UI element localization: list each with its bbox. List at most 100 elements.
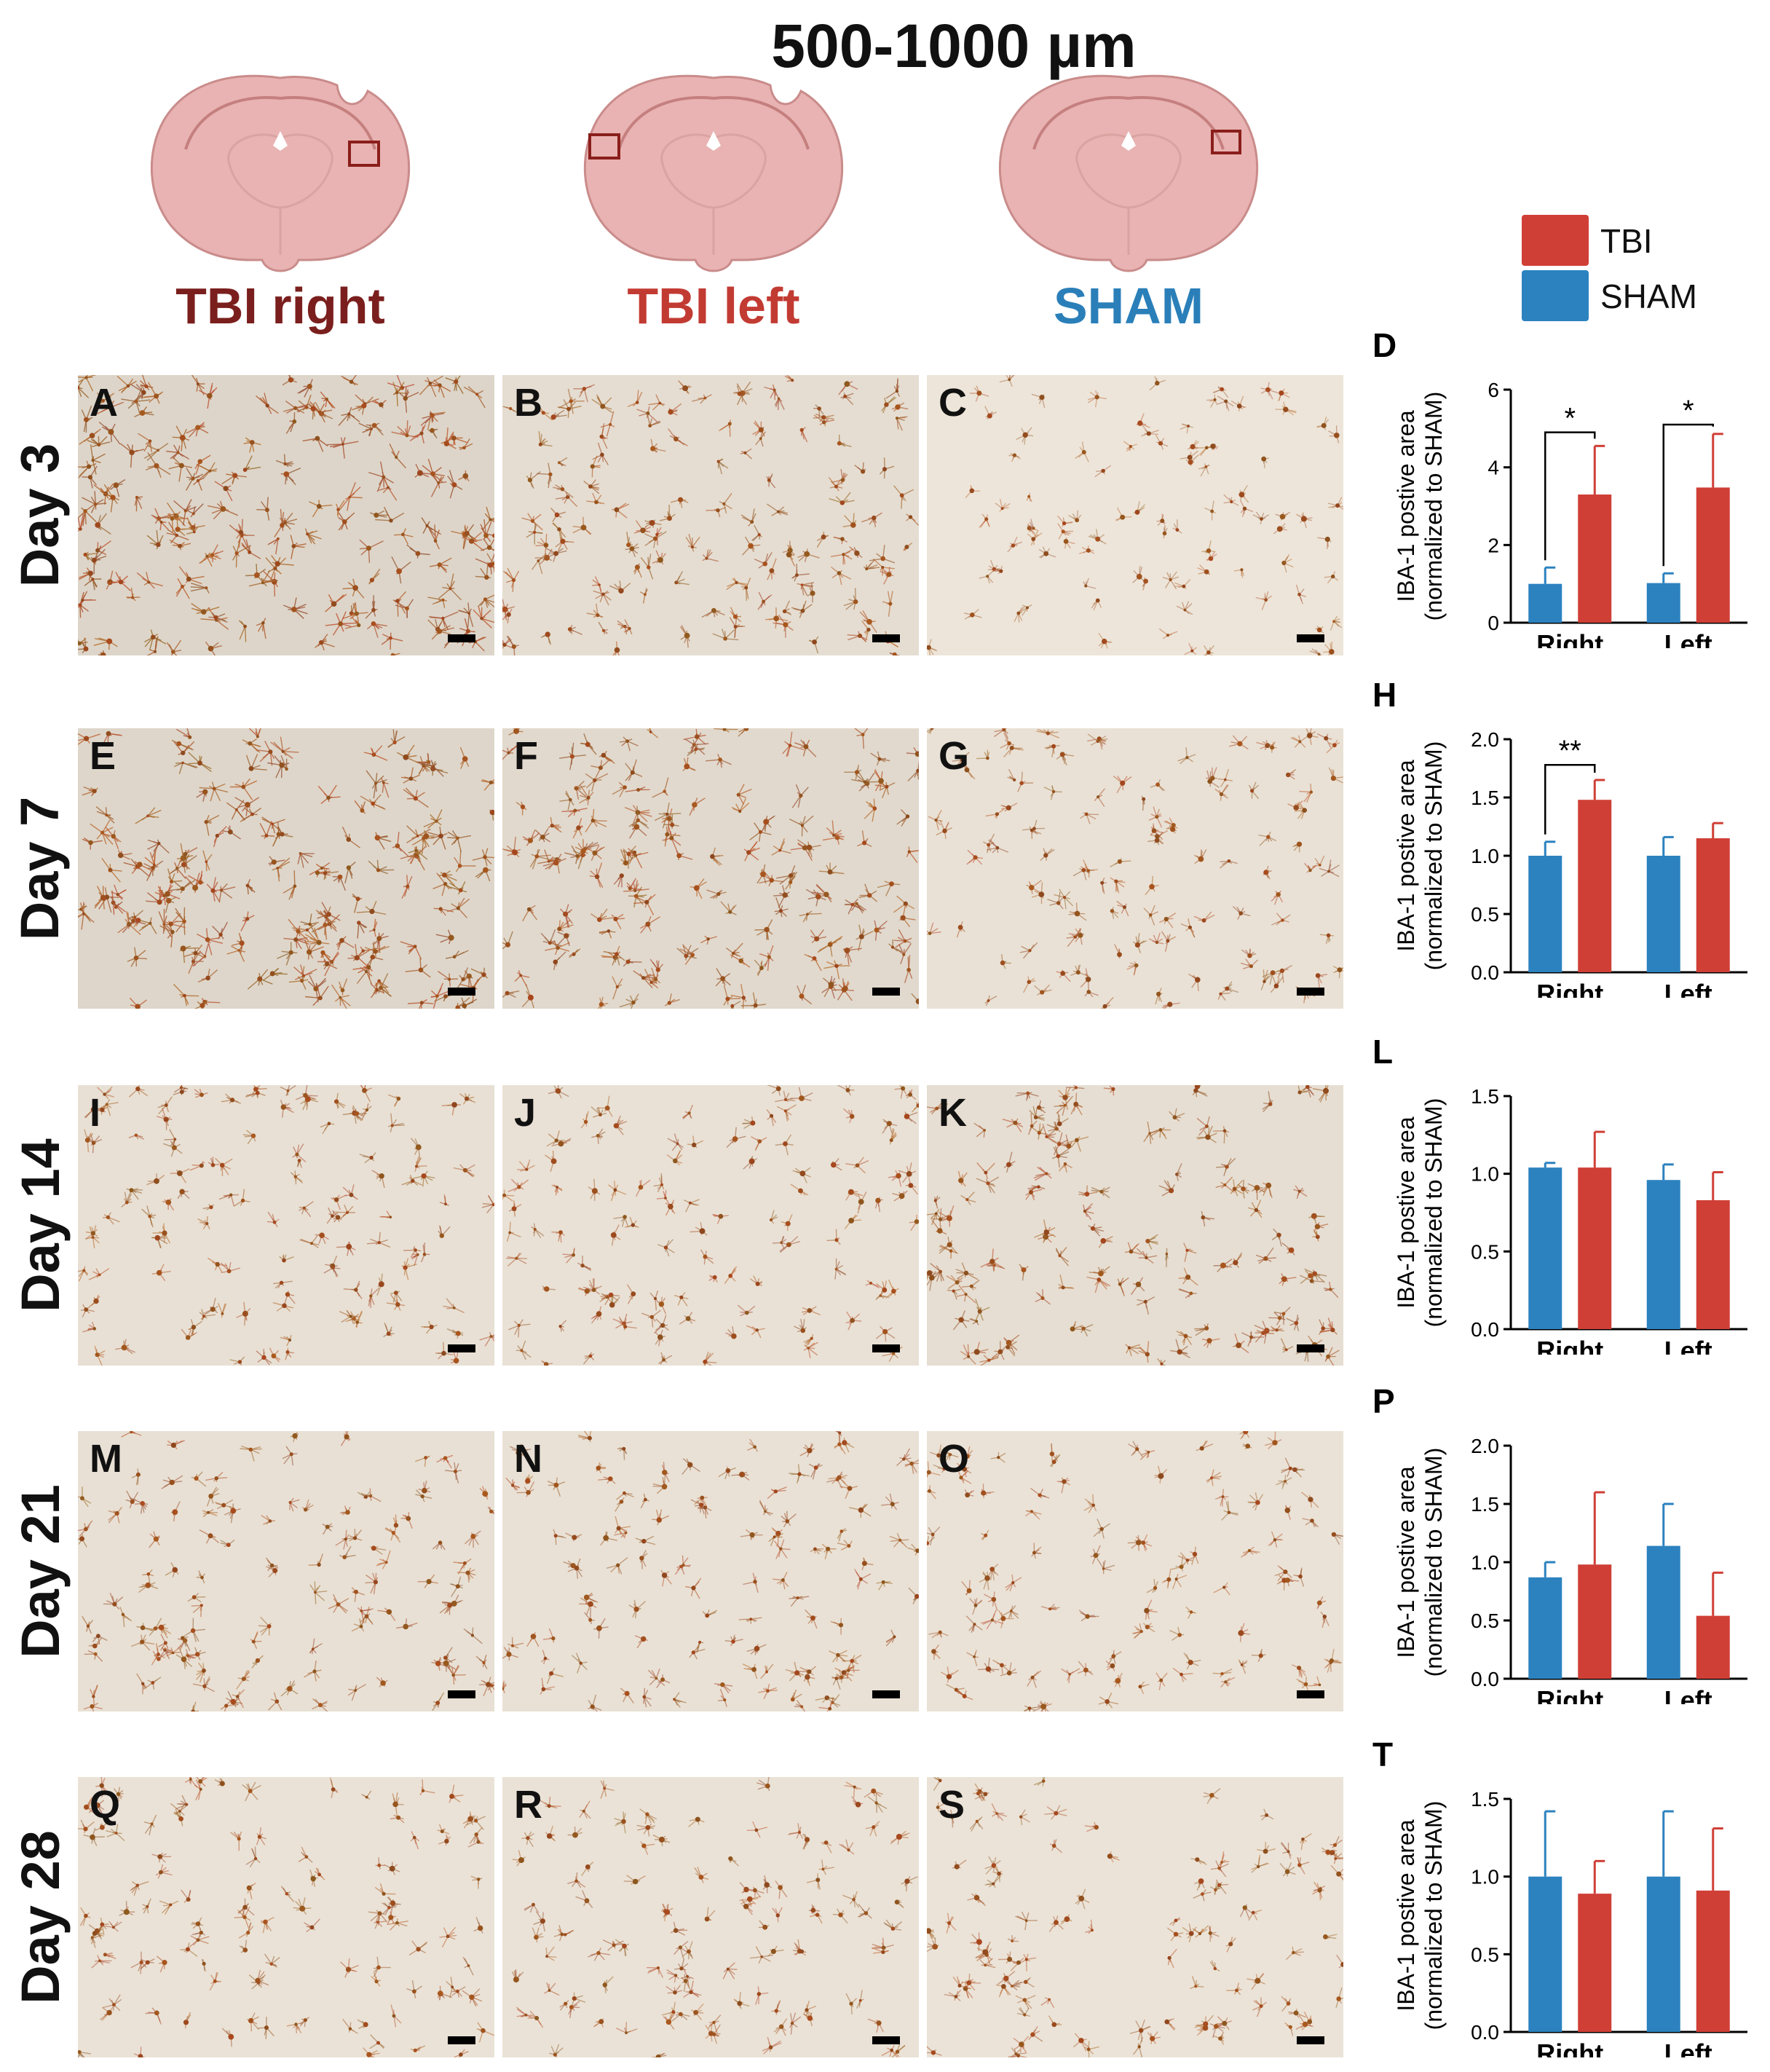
chart-bar <box>1696 487 1730 623</box>
chart-category-label: Left <box>1664 2038 1712 2057</box>
chart-ylabel: IBA-1 postive area <box>1393 410 1419 602</box>
micrograph-panel: Q <box>78 1777 494 2057</box>
micrograph-panel: N <box>502 1431 919 1711</box>
scale-bar <box>872 988 900 996</box>
chart-ylabel-unit: (normalized to SHAM) <box>1421 1098 1447 1328</box>
chart-svg: H IBA-1 postive area (normalized to SHAM) 0… <box>1372 676 1747 1009</box>
panel-letter: S <box>939 1783 965 1827</box>
chart-bar <box>1646 1545 1680 1679</box>
panel-letter: I <box>90 1091 101 1135</box>
bar-chart-d: D IBA-1 postive area (normalized to SHAM) 0… <box>1369 320 1762 659</box>
chart-ytick-label: 1.5 <box>1471 787 1499 809</box>
micrograph-panel: E <box>78 728 494 1009</box>
bar-chart-h: H IBA-1 postive area (normalized to SHAM) 0… <box>1369 670 1762 1009</box>
chart-panel-letter: H <box>1372 676 1396 714</box>
chart-ytick-label: 0.0 <box>1471 1318 1499 1341</box>
panel-letter: N <box>514 1437 542 1481</box>
chart-ytick-label: 1.0 <box>1471 845 1499 867</box>
chart-ytick-label: 1.0 <box>1471 1551 1499 1574</box>
panel-letter: Q <box>90 1783 121 1827</box>
micrograph-tissue <box>927 1085 1343 1366</box>
micrograph-tissue <box>502 1431 919 1711</box>
micrograph-panel: R <box>502 1777 919 2057</box>
panel-letter: R <box>514 1783 542 1827</box>
chart-ylabel: IBA-1 postive area <box>1393 1819 1419 2011</box>
chart-category-label: Right <box>1536 1336 1603 1355</box>
micrograph-panel: K <box>927 1085 1343 1366</box>
chart-ytick-label: 1.5 <box>1471 1493 1499 1516</box>
chart-significance-label: * <box>1564 403 1576 435</box>
chart-category-label: Right <box>1536 1685 1603 1704</box>
micrograph-panel: B <box>502 375 919 655</box>
chart-bar <box>1578 1894 1612 2032</box>
micrograph-tissue <box>502 1777 919 2057</box>
brain-schematic-tbi-left <box>583 74 844 272</box>
scale-bar <box>448 988 475 996</box>
scale-bar <box>872 1690 900 1698</box>
chart-ytick-label: 4 <box>1487 457 1499 479</box>
micrograph-panel: C <box>927 375 1343 655</box>
chart-ytick-label: 1.0 <box>1471 1866 1499 1888</box>
chart-bar <box>1646 1180 1680 1329</box>
chart-ylabel: IBA-1 postive area <box>1393 760 1419 951</box>
chart-ytick-label: 1.5 <box>1471 1085 1499 1108</box>
bar-chart-t: T IBA-1 postive area (normalized to SHAM) 0… <box>1369 1730 1762 2068</box>
legend-label-tbi: TBI <box>1600 222 1653 260</box>
chart-significance-bracket <box>1544 763 1596 835</box>
chart-category-label: Left <box>1664 1336 1712 1355</box>
scale-bar <box>1297 634 1324 642</box>
chart-bar <box>1696 838 1730 972</box>
chart-significance-bracket <box>1662 423 1714 567</box>
chart-category-label: Left <box>1664 979 1712 998</box>
panel-letter: K <box>939 1091 967 1135</box>
legend-item-sham: SHAM <box>1522 270 1755 321</box>
chart-ytick-label: 0.5 <box>1471 1240 1499 1263</box>
chart-svg: T IBA-1 postive area (normalized to SHAM) 0… <box>1372 1736 1747 2068</box>
chart-ylabel: IBA-1 postive area <box>1393 1466 1419 1658</box>
chart-panel-letter: L <box>1372 1033 1393 1071</box>
micrograph-tissue <box>927 728 1343 1009</box>
chart-ylabel-unit: (normalized to SHAM) <box>1421 1801 1447 2030</box>
scale-bar <box>448 2036 475 2044</box>
chart-svg: P IBA-1 postive area (normalized to SHAM) 0… <box>1372 1382 1747 1715</box>
chart-significance-bracket <box>1544 431 1596 561</box>
legend-item-tbi: TBI <box>1522 215 1755 266</box>
chart-bar <box>1696 1615 1730 1679</box>
brain-schematic-sham <box>998 74 1259 272</box>
chart-ytick-label: 0.0 <box>1471 2021 1499 2044</box>
chart-ytick-label: 0.0 <box>1471 961 1499 984</box>
day-label-28: Day 28 <box>9 1830 71 2004</box>
chart-bar <box>1578 800 1612 972</box>
group-label-tbi-right: TBI right <box>175 277 385 334</box>
panel-letter: O <box>939 1437 970 1481</box>
chart-significance-label: ** <box>1559 735 1581 767</box>
chart-ytick-label: 1.5 <box>1471 1788 1499 1811</box>
group-label-sham: SHAM <box>1053 277 1204 334</box>
chart-bar <box>1578 495 1612 623</box>
chart-ytick-label: 2.0 <box>1471 1435 1499 1457</box>
legend-swatch-tbi <box>1522 215 1589 266</box>
panel-letter: M <box>90 1437 122 1481</box>
bar-chart-l: L IBA-1 postive area (normalized to SHAM) 0… <box>1369 1027 1762 1366</box>
scale-bar <box>1297 1690 1324 1698</box>
chart-bar <box>1578 1564 1612 1679</box>
chart-bar <box>1696 1890 1730 2032</box>
chart-bar <box>1528 1876 1562 2032</box>
panel-letter: B <box>514 381 542 425</box>
group-label-tbi-left: TBI left <box>627 277 800 334</box>
chart-bar <box>1528 1167 1562 1329</box>
micrograph-tissue <box>78 728 494 1009</box>
legend-swatch-sham <box>1522 270 1589 321</box>
micrograph-panel: J <box>502 1085 919 1366</box>
day-label-7: Day 7 <box>9 796 71 941</box>
legend: TBI SHAM <box>1522 215 1755 321</box>
scale-bar <box>448 1690 475 1698</box>
micrograph-tissue <box>502 375 919 655</box>
micrograph-tissue <box>502 728 919 1009</box>
chart-bar <box>1528 583 1562 623</box>
scale-bar <box>872 1344 900 1352</box>
micrograph-panel: M <box>78 1431 494 1711</box>
chart-ytick-label: 1.0 <box>1471 1163 1499 1186</box>
micrograph-panel: I <box>78 1085 494 1366</box>
chart-svg: D IBA-1 postive area (normalized to SHAM) 0… <box>1372 326 1747 659</box>
